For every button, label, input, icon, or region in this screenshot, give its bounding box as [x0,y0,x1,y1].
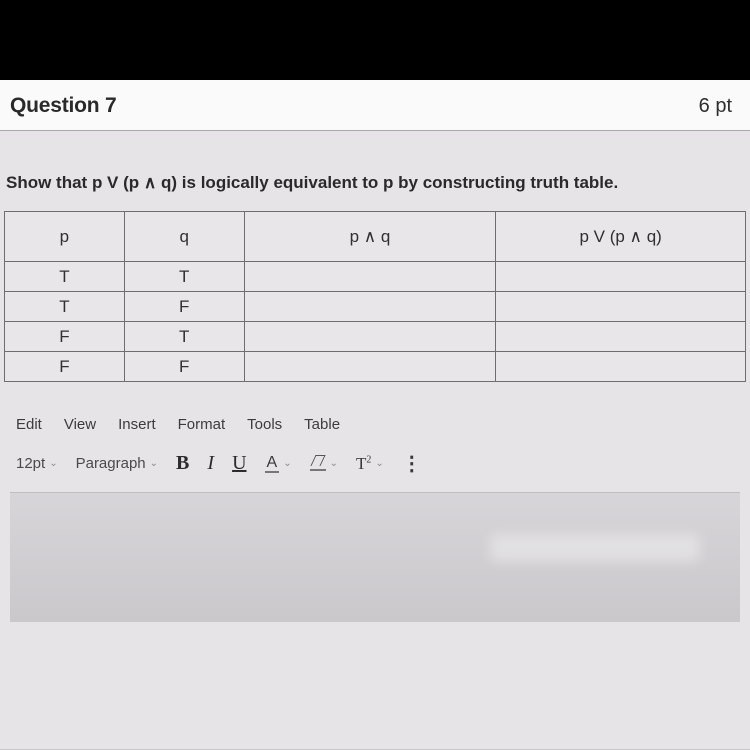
question-content: Show that p V (p ∧ q) is logically equiv… [0,131,750,749]
chevron-down-icon: ⌄ [375,458,383,469]
screen-glare [490,534,700,562]
cell [496,292,746,322]
cell: T [124,262,244,292]
menu-format[interactable]: Format [178,416,226,433]
font-size-select[interactable]: 12pt ⌄ [16,455,58,472]
chevron-down-icon: ⌄ [283,458,291,469]
menu-table[interactable]: Table [304,416,340,433]
cell: F [124,352,244,382]
highlighter-icon [310,457,326,471]
question-points: 6 pt [699,95,732,118]
more-tools-button[interactable]: ⋮ [402,451,421,476]
superscript-icon: T2 [356,454,371,474]
menu-view[interactable]: View [64,416,96,433]
truth-table: p q p ∧ q p V (p ∧ q) T T T F [4,211,746,382]
cell [496,262,746,292]
cell: T [5,292,125,322]
table-row: F T [5,322,746,352]
cell: T [124,322,244,352]
underline-button[interactable]: U [232,452,246,475]
block-format-select[interactable]: Paragraph ⌄ [76,455,158,472]
cell: F [5,322,125,352]
cell [244,322,496,352]
menu-insert[interactable]: Insert [118,416,156,433]
cell: T [5,262,125,292]
text-color-icon: A [265,455,280,473]
chevron-down-icon: ⌄ [330,458,338,469]
table-row: F F [5,352,746,382]
font-size-label: 12pt [16,455,45,472]
table-row: T T [5,262,746,292]
col-p: p [5,212,125,262]
editor-textarea[interactable] [10,492,740,622]
italic-button[interactable]: I [207,452,214,475]
cell [496,322,746,352]
rich-text-editor: Edit View Insert Format Tools Table 12pt… [4,416,746,622]
text-color-button[interactable]: A ⌄ [265,455,292,473]
cell [244,262,496,292]
cell: F [124,292,244,322]
cell: F [5,352,125,382]
col-q: q [124,212,244,262]
editor-menubar: Edit View Insert Format Tools Table [10,416,740,447]
col-p-and-q: p ∧ q [244,212,496,262]
block-format-label: Paragraph [76,455,146,472]
superscript-button[interactable]: T2 ⌄ [356,454,384,474]
quiz-screen: Question 7 6 pt Show that p V (p ∧ q) is… [0,80,750,750]
question-prompt: Show that p V (p ∧ q) is logically equiv… [4,173,746,211]
bold-button[interactable]: B [176,452,189,475]
menu-edit[interactable]: Edit [16,416,42,433]
photo-black-bar [0,0,750,80]
menu-tools[interactable]: Tools [247,416,282,433]
cell [244,352,496,382]
highlight-color-button[interactable]: ⌄ [310,457,338,471]
chevron-down-icon: ⌄ [150,458,158,469]
question-header: Question 7 6 pt [0,80,750,131]
table-header-row: p q p ∧ q p V (p ∧ q) [5,212,746,262]
cell [496,352,746,382]
cell [244,292,496,322]
question-title: Question 7 [10,94,117,118]
editor-toolbar: 12pt ⌄ Paragraph ⌄ B I U A ⌄ ⌄ [10,447,740,482]
chevron-down-icon: ⌄ [49,458,57,469]
col-p-or-p-and-q: p V (p ∧ q) [496,212,746,262]
table-row: T F [5,292,746,322]
